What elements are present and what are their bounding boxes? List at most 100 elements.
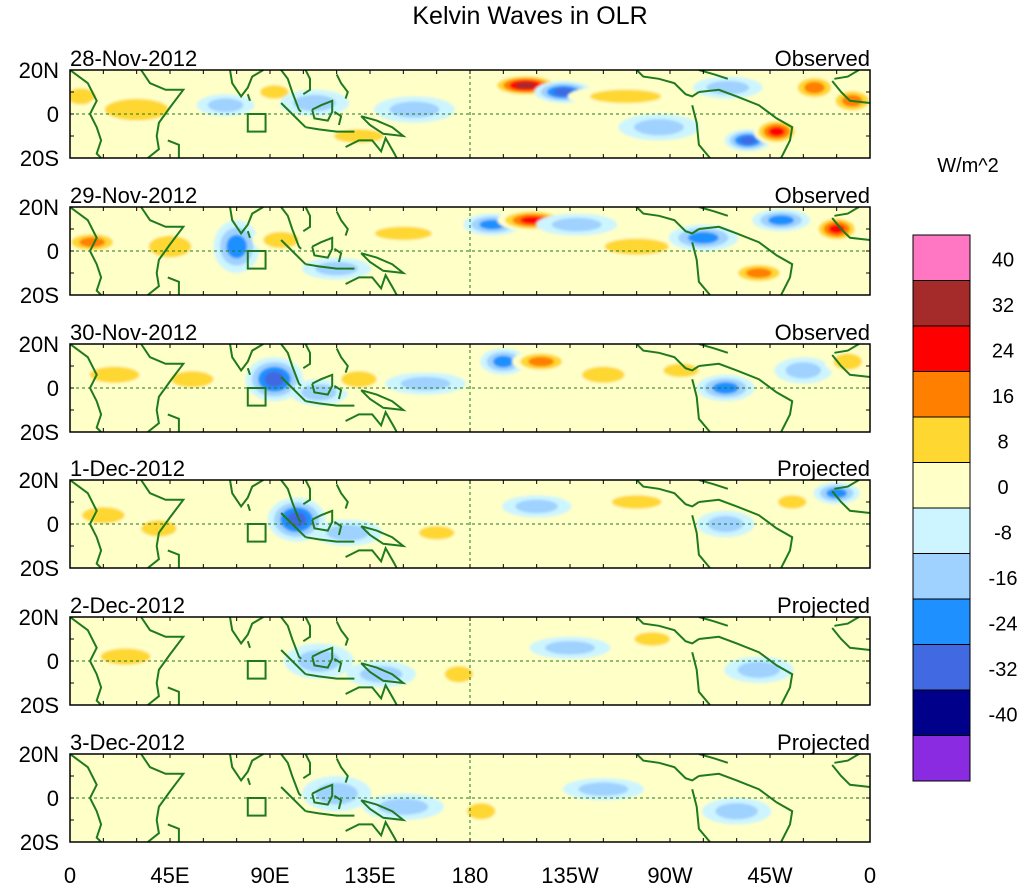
anomaly-contour: [89, 366, 140, 383]
coastline: [280, 376, 307, 402]
colorbar-label: 0: [997, 477, 1008, 499]
anomaly-contour: [737, 661, 781, 678]
coastline: [335, 757, 349, 783]
coastline: [229, 617, 264, 646]
anomaly-blob: [157, 366, 227, 393]
anomaly-contour: [118, 780, 200, 807]
coastline: [635, 480, 700, 508]
anomaly-blob: [753, 118, 800, 145]
panel-date: 30-Nov-2012: [70, 320, 197, 345]
anomaly-blob: [70, 231, 122, 254]
anomaly-contour: [634, 632, 670, 646]
coastline: [280, 754, 302, 797]
coastline: [246, 93, 251, 102]
coastline: [70, 754, 103, 842]
panel-date: 1-Dec-2012: [70, 456, 185, 481]
anomaly-contour: [611, 495, 662, 509]
anomaly-blob: [385, 372, 466, 395]
coastline: [229, 70, 264, 99]
lon-tick-label: 90E: [250, 863, 289, 887]
lon-tick-label: 135W: [541, 863, 599, 887]
anomaly-contour: [687, 231, 719, 244]
anomaly-contour: [746, 268, 772, 278]
anomaly-contour: [551, 217, 602, 232]
coastline: [246, 230, 251, 239]
coastline: [333, 110, 343, 126]
coastline: [834, 480, 860, 490]
coastline: [635, 207, 700, 235]
coastline: [167, 549, 180, 568]
anomaly-contour: [418, 526, 455, 540]
anomaly-contour: [444, 666, 474, 683]
anomaly-blob: [618, 114, 700, 141]
lat-tick-label: 20N: [19, 605, 59, 630]
anomaly-blob: [407, 521, 466, 544]
coastline: [140, 70, 186, 158]
coastline: [635, 617, 700, 645]
colorbar-label: 32: [992, 295, 1014, 317]
anomaly-blob: [135, 229, 205, 265]
panel-6: 20N 0 20S 3-Dec-2012 Projected: [19, 730, 871, 855]
coastline: [698, 207, 729, 217]
coastline: [140, 480, 186, 568]
coastline: [229, 207, 264, 236]
anomaly-blob: [774, 357, 833, 384]
anomaly-blob: [502, 495, 572, 518]
lon-tick-label: 45E: [150, 863, 189, 887]
lat-tick-label: 20N: [19, 742, 59, 767]
coastline: [635, 344, 700, 372]
coastline: [345, 545, 398, 568]
coastline: [305, 673, 355, 680]
anomaly-contour: [326, 524, 370, 541]
anomaly-blob: [769, 491, 816, 513]
coastline: [311, 373, 334, 396]
coastline: [280, 239, 307, 265]
coastline: [305, 400, 355, 407]
coastline: [305, 536, 355, 543]
anomaly-blob: [346, 661, 416, 688]
anomaly-contour: [493, 355, 514, 368]
coastline: [345, 272, 398, 295]
anomaly-blob: [84, 92, 189, 128]
anomaly-field: [70, 74, 870, 152]
anomaly-contour: [785, 362, 822, 379]
minor-ticks: [69, 206, 871, 296]
units-label: W/m^2: [937, 155, 999, 177]
anomaly-contour: [260, 85, 289, 99]
coastlines: [70, 617, 870, 705]
coastline: [333, 247, 343, 263]
coastline: [698, 498, 794, 568]
anomaly-blob: [435, 661, 482, 688]
minor-ticks: [69, 479, 871, 569]
coastline: [360, 662, 407, 685]
coastline: [360, 525, 407, 548]
coastline: [246, 367, 251, 376]
coastline: [333, 794, 343, 810]
anomaly-contour: [553, 88, 574, 96]
coastline: [698, 70, 729, 80]
anomaly-blob: [458, 798, 505, 825]
lon-tick-label: 0: [864, 863, 876, 887]
coastline: [311, 783, 334, 806]
anomaly-contour: [663, 363, 699, 378]
lon-tick-label: 0: [64, 863, 76, 887]
coastline: [140, 344, 186, 432]
panel-date: 29-Nov-2012: [70, 183, 197, 208]
colorbar-label: 16: [992, 386, 1014, 408]
coastline: [335, 73, 349, 99]
lon-tick-label: 45W: [747, 863, 792, 887]
lon-tick-label: 90W: [647, 863, 692, 887]
coastline: [167, 413, 180, 432]
panel-3: 20N 0 20S 30-Nov-2012 Observed: [19, 320, 871, 445]
anomaly-contour: [378, 798, 429, 815]
anomaly-contour: [170, 371, 214, 388]
anomaly-contour: [207, 98, 244, 112]
anomaly-contour: [148, 235, 192, 258]
anomaly-blob: [318, 125, 400, 147]
coastlines: [70, 70, 870, 158]
minor-ticks: [69, 616, 871, 706]
panel-date: 28-Nov-2012: [70, 46, 197, 71]
anomaly-contour: [828, 224, 845, 234]
coastline: [345, 135, 398, 158]
colorbar-swatch: [912, 234, 971, 281]
